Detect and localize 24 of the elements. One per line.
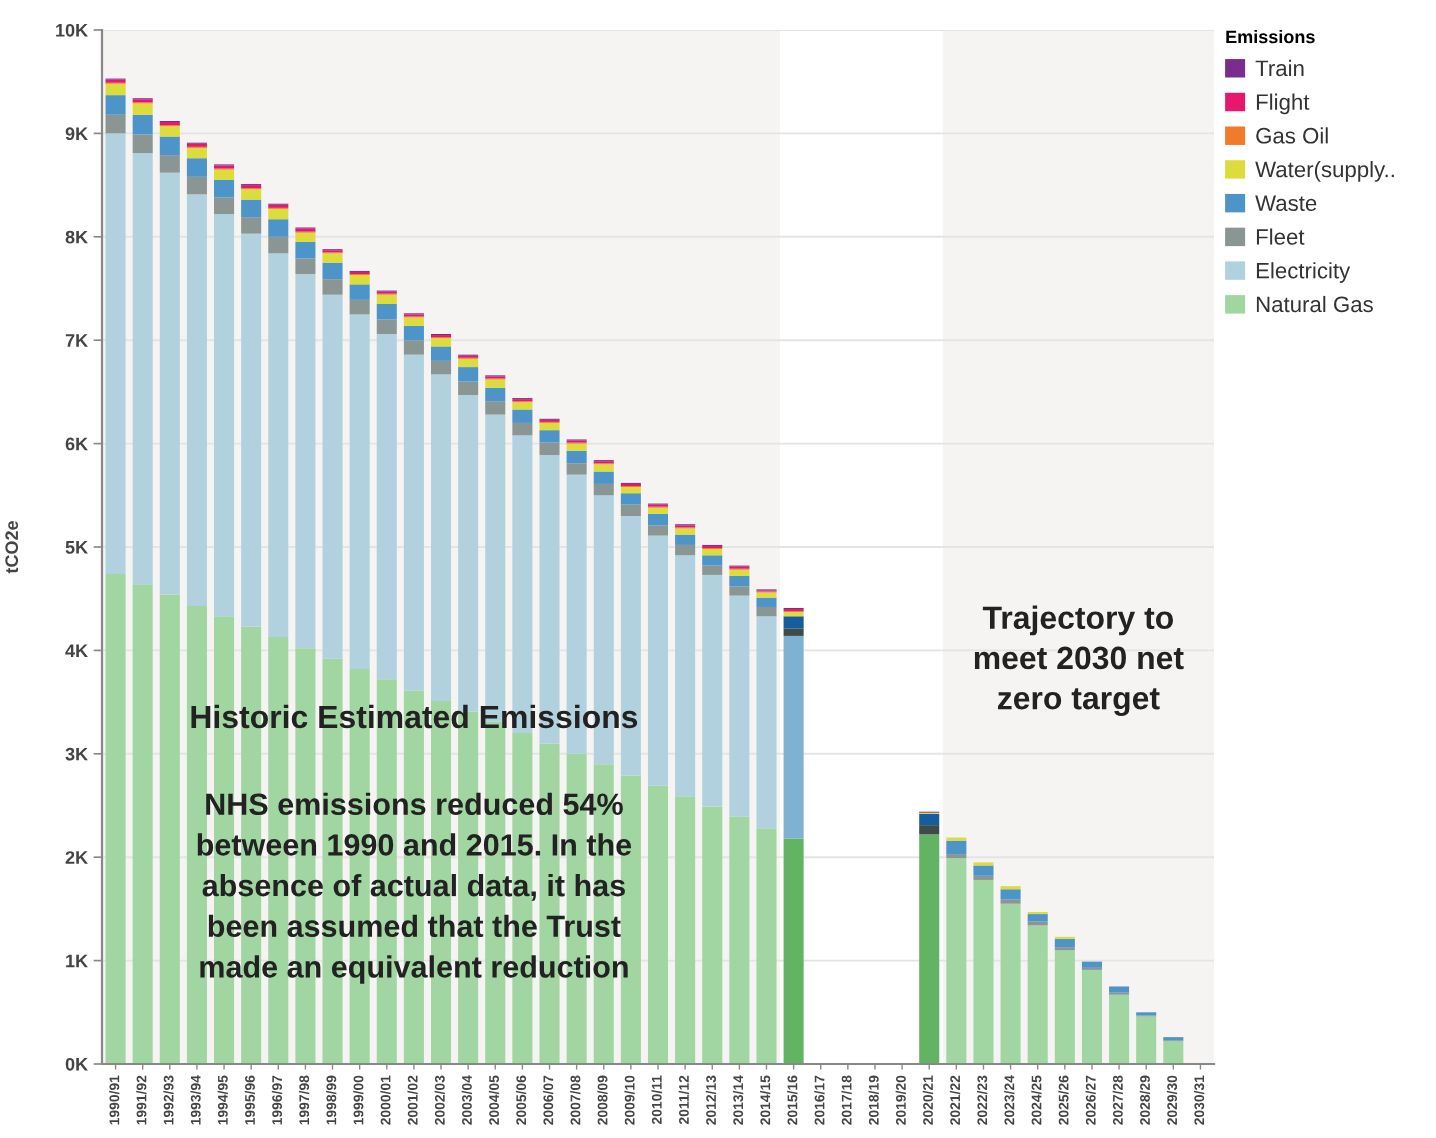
legend-label: Fleet: [1256, 228, 1305, 245]
band-label: Trajectory to meet 2030 net zero target: [974, 605, 1184, 716]
y-tick-label: 6K: [65, 437, 88, 451]
legend-label: Electricity: [1256, 262, 1351, 283]
legend-label: Natural Gas: [1256, 295, 1373, 313]
y-tick-label: 9K: [65, 127, 88, 141]
y-tick-label: 0K: [65, 1057, 88, 1071]
legend-label: Water(supply..: [1255, 161, 1394, 182]
legend-label: Waste: [1255, 195, 1317, 212]
y-axis-title: tCO2e: [5, 521, 19, 574]
legend-label: Gas Oil: [1256, 127, 1328, 144]
y-tick-label: 1K: [66, 954, 88, 968]
annotation: NHS emissions reduced 54% between 1990 and 2015. In the absence of actual data, it has been assumed that the Trust made an equivalent reduction: [197, 792, 632, 984]
legend-title: Emissions: [1226, 30, 1315, 44]
legend-label: Train: [1255, 59, 1304, 77]
y-tick-label: 10K: [56, 23, 88, 37]
legend-label: Flight: [1256, 93, 1310, 115]
y-tick-label: 5K: [65, 541, 88, 554]
y-tick-label: 8K: [65, 230, 88, 244]
y-tick-label: 4K: [65, 644, 88, 657]
band-label: Historic Estimated Emissions: [191, 704, 638, 729]
y-tick-label: 7K: [65, 334, 88, 347]
y-tick-label: 2K: [65, 851, 88, 864]
y-tick-label: 3K: [65, 747, 88, 761]
